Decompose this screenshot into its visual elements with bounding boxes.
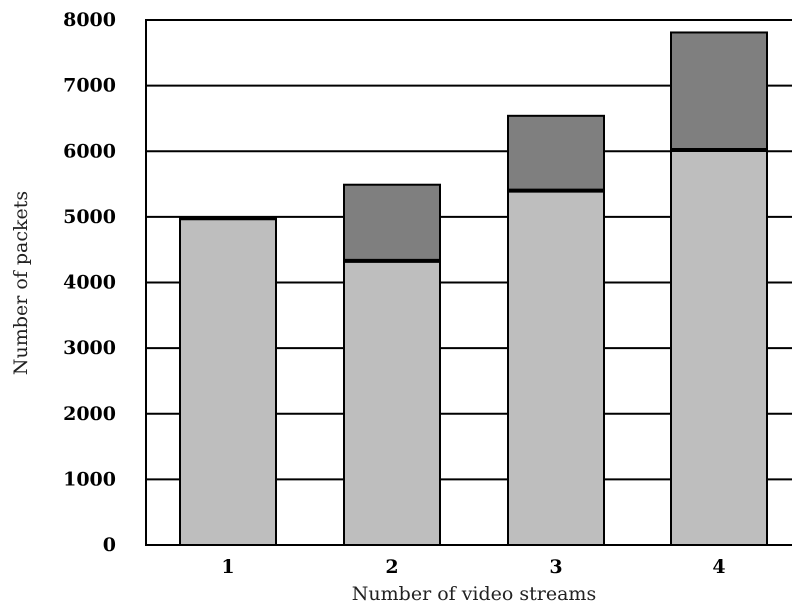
x-tick-label: 4 [712, 556, 725, 578]
bar-segment [343, 259, 441, 546]
y-tick-label: 1000 [63, 468, 116, 490]
x-tick-label: 2 [385, 556, 398, 578]
axes [145, 19, 792, 546]
bar-segment [670, 31, 768, 151]
x-tick-label: 3 [549, 556, 562, 578]
y-tick-label: 5000 [63, 206, 116, 228]
bar-segment [507, 114, 605, 192]
y-tick-label: 0 [103, 534, 116, 556]
y-tick-label: 2000 [63, 403, 116, 425]
y-tick-label: 7000 [63, 75, 116, 97]
bar-segment [670, 148, 768, 546]
y-tick-label: 8000 [63, 9, 116, 31]
bars [179, 31, 768, 546]
y-axis-label: Number of packets [10, 191, 32, 375]
bar-segment [179, 217, 277, 546]
x-tick-label: 1 [221, 556, 234, 578]
y-tick-labels: 0 1000 2000 3000 4000 5000 6000 7000 8000 [63, 9, 116, 556]
y-tick-label: 4000 [63, 272, 116, 294]
bar-segment [507, 189, 605, 546]
y-tick-label: 6000 [63, 140, 116, 162]
y-tick-label: 3000 [63, 337, 116, 359]
x-axis-label: Number of video streams [352, 583, 596, 605]
x-tick-labels: 1 2 3 4 [221, 556, 725, 578]
bar-segment [343, 183, 441, 262]
